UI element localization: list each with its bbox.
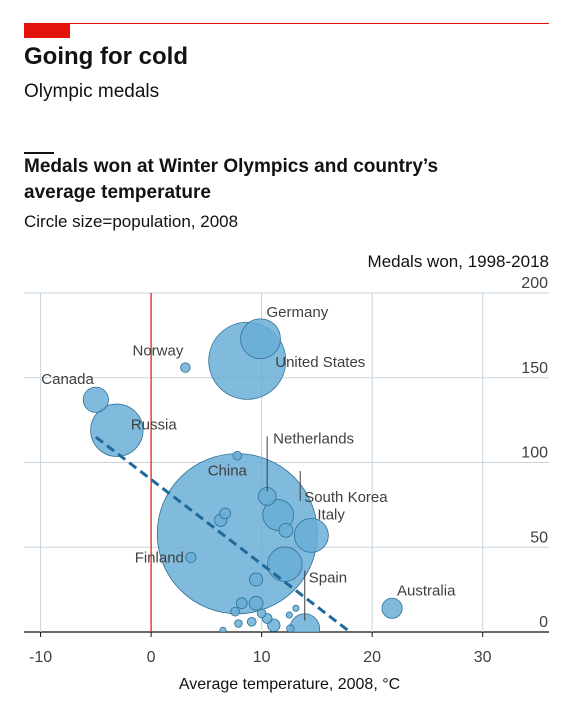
x-tick-label: 10: [253, 649, 271, 666]
bubble: [267, 546, 303, 582]
bubble: [230, 606, 240, 617]
trend-line: [94, 435, 351, 634]
label-netherlands: Netherlands: [273, 430, 354, 447]
bubble-australia: [381, 597, 403, 619]
bubble: [285, 611, 293, 619]
label-norway: Norway: [133, 343, 184, 360]
bubbles-group: [82, 318, 403, 632]
bubble: [246, 617, 257, 627]
bubble: [249, 572, 264, 587]
y-tick-label: 0: [539, 614, 548, 631]
bubble-finland: [185, 551, 197, 563]
bubble: [286, 624, 295, 632]
bubble: [248, 595, 264, 611]
x-axis-title: Average temperature, 2008, °C: [178, 676, 401, 693]
x-tick-label: 0: [147, 649, 156, 666]
chart-subtitle: Circle size=population, 2008: [24, 212, 239, 231]
bubble-south-korea: [262, 499, 295, 531]
x-tick-label: 20: [363, 649, 381, 666]
bubble: [256, 608, 267, 619]
y-tick-label: 150: [521, 360, 548, 377]
label-germany: Germany: [267, 304, 329, 321]
label-finland: Finland: [135, 549, 184, 566]
bubble: [292, 604, 300, 612]
chart-rule: [24, 152, 54, 154]
bubble: [219, 626, 227, 632]
x-tick-label: -10: [29, 649, 52, 666]
page-subtitle: Olympic medals: [24, 81, 160, 102]
y-tick-label: 100: [521, 445, 548, 462]
y-tick-label: 200: [521, 275, 548, 292]
bubble-italy: [293, 518, 329, 553]
bubble: [219, 507, 231, 520]
scatter-plot: 0 50 100 150 200 -10 0 10 20 30 Germany United Stat…: [24, 275, 549, 666]
bubble-germany: [240, 318, 281, 360]
header-rule: [24, 23, 549, 24]
y-axis-title: Medals won, 1998-2018: [367, 252, 549, 271]
label-italy: Italy: [317, 506, 345, 523]
label-united-states: United States: [275, 354, 365, 371]
y-tick-label: 50: [530, 529, 548, 546]
x-tick-label: 30: [474, 649, 492, 666]
label-spain: Spain: [309, 570, 347, 587]
label-russia: Russia: [131, 416, 178, 433]
chart-title: Medals won at Winter Olympics and countr…: [24, 156, 439, 203]
label-south-korea: South Korea: [304, 489, 388, 506]
brand-tab: [24, 23, 70, 38]
page-title: Going for cold: [24, 43, 188, 70]
bubble: [234, 619, 243, 628]
header-bar: [0, 0, 579, 40]
bubble-russia: [90, 403, 144, 457]
label-china: China: [208, 463, 248, 480]
bubble: [232, 450, 243, 461]
bubble-canada: [82, 386, 109, 413]
label-australia: Australia: [397, 582, 456, 599]
bubble-norway: [180, 362, 191, 373]
label-canada: Canada: [41, 371, 94, 388]
bubble: [235, 597, 248, 609]
bubble: [278, 522, 294, 538]
